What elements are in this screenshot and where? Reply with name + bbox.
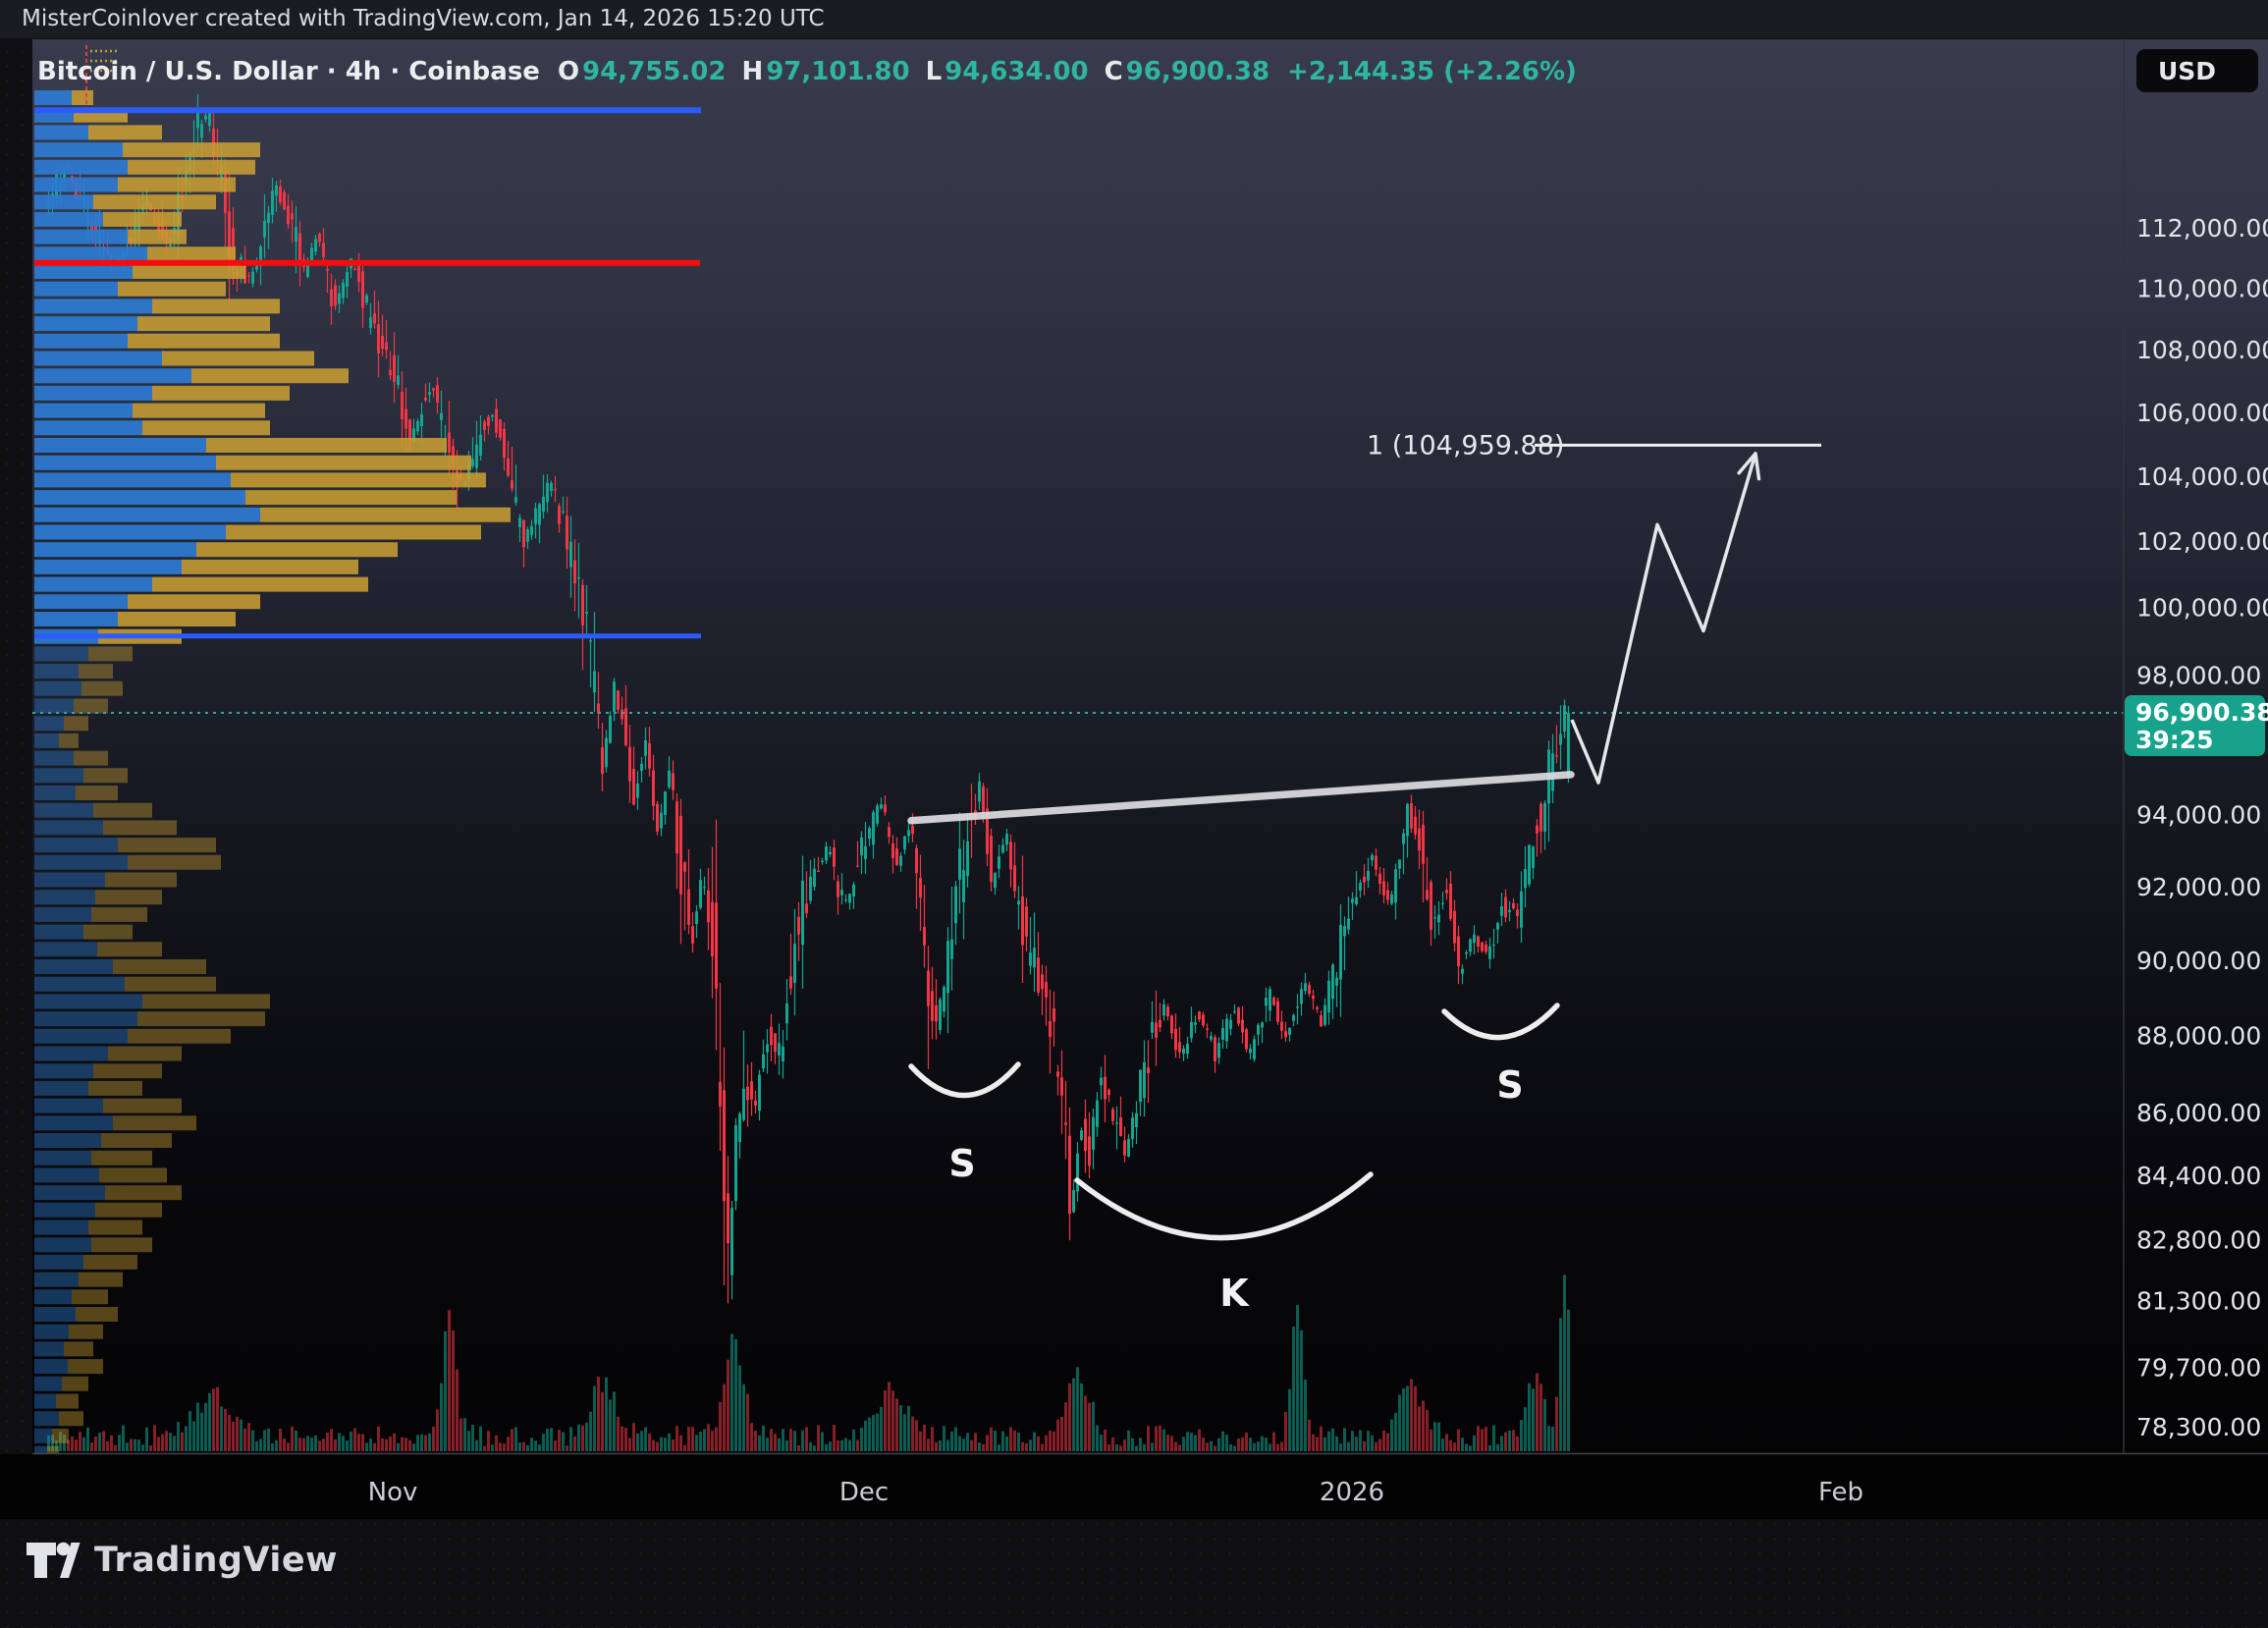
- svg-text:94,000.00: 94,000.00: [2136, 801, 2261, 830]
- svg-text:Feb: Feb: [1818, 1478, 1863, 1507]
- attribution-bar: MisterCoinlover created with TradingView…: [0, 0, 2268, 38]
- svg-text:110,000.00: 110,000.00: [2136, 275, 2268, 303]
- svg-text:96,900.38: 96,900.38: [2135, 698, 2268, 727]
- svg-text:108,000.00: 108,000.00: [2136, 336, 2268, 364]
- target-label[interactable]: 1 (104,959.88): [1367, 430, 1564, 461]
- ohlc-pair: O 94,755.02: [557, 57, 727, 86]
- svg-text:86,000.00: 86,000.00: [2136, 1099, 2261, 1127]
- attribution-text: MisterCoinlover created with TradingView…: [22, 6, 825, 31]
- svg-text:100,000.00: 100,000.00: [2136, 594, 2268, 623]
- svg-text:39:25: 39:25: [2135, 726, 2214, 754]
- svg-text:81,300.00: 81,300.00: [2136, 1287, 2261, 1316]
- svg-text:106,000.00: 106,000.00: [2136, 399, 2268, 427]
- svg-text:92,000.00: 92,000.00: [2136, 873, 2261, 901]
- svg-text:98,000.00: 98,000.00: [2136, 662, 2261, 690]
- svg-text:2026: 2026: [1320, 1478, 1384, 1507]
- currency-toggle-button[interactable]: USD: [2136, 49, 2258, 92]
- ohlc-pair: L 94,634.00: [925, 57, 1089, 86]
- price-axis-labels[interactable]: 112,000.00 110,000.00 108,000.00 106,000.00…: [2136, 214, 2268, 1441]
- svg-text:104,000.00: 104,000.00: [2136, 462, 2268, 491]
- svg-text:Dec: Dec: [839, 1478, 889, 1507]
- change-value: +2,144.35 (+2.26%): [1287, 57, 1577, 86]
- svg-text:S: S: [948, 1142, 975, 1185]
- svg-text:112,000.00: 112,000.00: [2136, 214, 2268, 243]
- svg-text:78,300.00: 78,300.00: [2136, 1413, 2261, 1441]
- svg-text:102,000.00: 102,000.00: [2136, 527, 2268, 556]
- currency-label: USD: [2158, 56, 2217, 85]
- svg-text:S: S: [1496, 1063, 1523, 1107]
- tradingview-logo-icon: [27, 1542, 81, 1578]
- svg-text:Nov: Nov: [368, 1478, 418, 1507]
- svg-text:82,800.00: 82,800.00: [2136, 1225, 2261, 1254]
- pattern-arcs[interactable]: [908, 1003, 1560, 1241]
- tradingview-wordmark: TradingView: [94, 1541, 338, 1580]
- projection-arrowhead: [1737, 452, 1761, 481]
- svg-text:88,000.00: 88,000.00: [2136, 1022, 2261, 1051]
- svg-text:84,400.00: 84,400.00: [2136, 1162, 2261, 1190]
- svg-text:K: K: [1219, 1272, 1250, 1315]
- ohlc-pair: H 97,101.80: [741, 57, 910, 86]
- volume-profile: [34, 90, 511, 1461]
- chart-background: [32, 39, 2268, 1453]
- pattern-labels[interactable]: S K S: [948, 1063, 1523, 1315]
- symbol-title[interactable]: Bitcoin / U.S. Dollar · 4h · Coinbase: [37, 57, 540, 86]
- svg-text:79,700.00: 79,700.00: [2136, 1354, 2261, 1383]
- time-axis-labels: Nov Dec 2026 Feb: [368, 1478, 1863, 1507]
- profile-anchor-marker: [85, 45, 118, 112]
- ohlc-pair: C 96,900.38: [1104, 57, 1270, 86]
- time-axis[interactable]: [0, 1454, 2268, 1519]
- trend-line[interactable]: [907, 771, 1575, 825]
- svg-text:90,000.00: 90,000.00: [2136, 947, 2261, 975]
- tradingview-logo[interactable]: TradingView: [26, 1540, 338, 1581]
- ohlc-values: O 94,755.02 H 97,101.80 L 94,634.00 C 96,900.38: [558, 57, 1269, 86]
- projection-arrow[interactable]: [1570, 453, 1757, 785]
